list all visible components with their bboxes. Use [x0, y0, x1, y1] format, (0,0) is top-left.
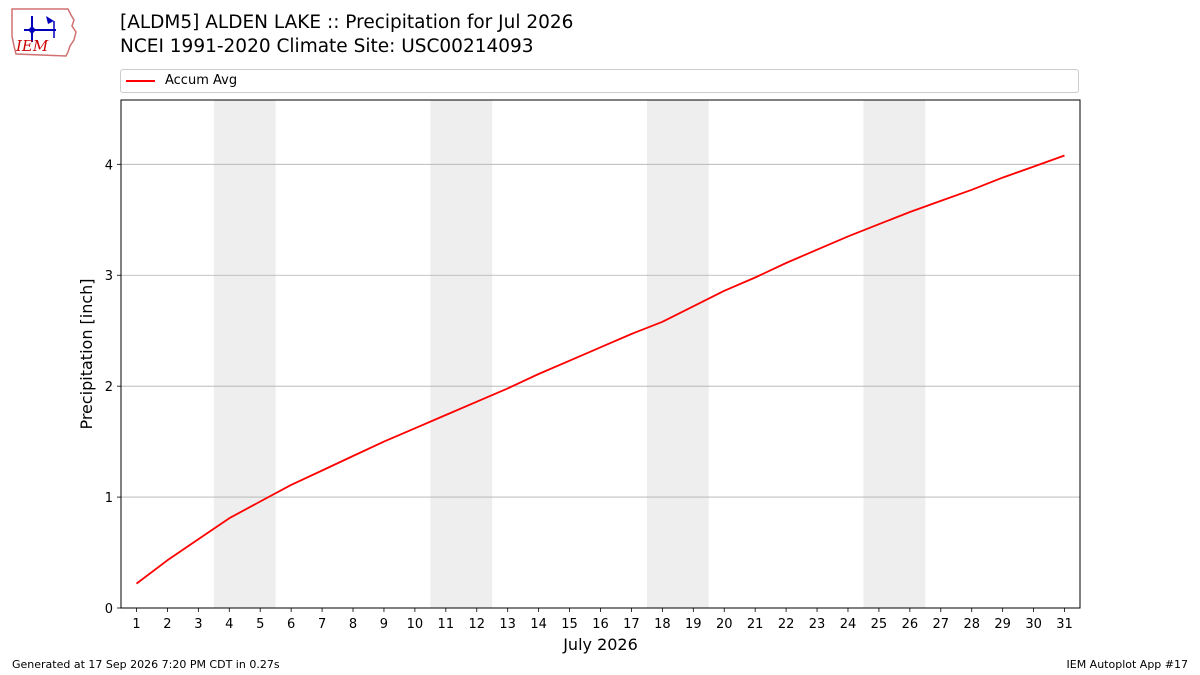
- weekend-band: [646, 100, 709, 608]
- x-tick-label: 23: [809, 617, 826, 632]
- iem-logo: IEM: [11, 8, 77, 57]
- x-tick-label: 31: [1056, 617, 1073, 632]
- x-tick-label: 29: [994, 617, 1011, 632]
- x-tick-label: 6: [287, 617, 295, 632]
- y-tick-label: 0: [105, 602, 113, 617]
- x-tick-label: 19: [685, 617, 702, 632]
- weekend-band: [430, 100, 493, 608]
- x-tick-label: 9: [380, 617, 388, 632]
- x-tick-label: 18: [654, 617, 671, 632]
- x-tick-label: 3: [194, 617, 202, 632]
- x-tick-label: 20: [716, 617, 733, 632]
- x-tick-label: 16: [592, 617, 609, 632]
- series-line: [135, 154, 1065, 585]
- x-tick-label: 11: [438, 617, 455, 632]
- x-tick-label: 30: [1025, 617, 1042, 632]
- x-tick-label: 7: [318, 617, 326, 632]
- x-tick-label: 21: [747, 617, 764, 632]
- weekend-band: [863, 100, 926, 608]
- chart-subtitle: NCEI 1991-2020 Climate Site: USC00214093: [120, 36, 534, 57]
- y-axis-label: Precipitation [inch]: [77, 278, 96, 429]
- x-tick-label: 26: [902, 617, 919, 632]
- x-tick-label: 1: [132, 617, 140, 632]
- legend: Accum Avg: [120, 69, 1079, 93]
- y-tick-label: 1: [105, 491, 113, 506]
- x-tick-label: 25: [871, 617, 888, 632]
- x-tick-label: 13: [499, 617, 516, 632]
- chart-title: [ALDM5] ALDEN LAKE :: Precipitation for …: [120, 12, 574, 33]
- x-tick-label: 5: [256, 617, 264, 632]
- y-tick-label: 3: [105, 269, 113, 284]
- legend-swatch: [126, 80, 155, 82]
- legend-label: Accum Avg: [165, 73, 238, 88]
- x-axis-label: July 2026: [562, 635, 638, 654]
- x-tick-label: 28: [963, 617, 980, 632]
- x-tick-label: 27: [933, 617, 950, 632]
- x-tick-label: 2: [163, 617, 171, 632]
- weekend-band: [213, 100, 276, 608]
- y-tick-label: 2: [105, 380, 113, 395]
- x-tick-label: 22: [778, 617, 795, 632]
- logo-text: IEM: [15, 37, 49, 55]
- x-tick-label: 12: [468, 617, 485, 632]
- x-tick-label: 10: [407, 617, 424, 632]
- x-tick-label: 14: [530, 617, 547, 632]
- x-tick-label: 17: [623, 617, 640, 632]
- y-tick-label: 4: [105, 158, 113, 173]
- footer-generated: Generated at 17 Sep 2026 7:20 PM CDT in …: [12, 658, 280, 671]
- x-tick-label: 4: [225, 617, 233, 632]
- x-tick-label: 24: [840, 617, 857, 632]
- x-tick-label: 8: [349, 617, 357, 632]
- footer-app-id: IEM Autoplot App #17: [1066, 658, 1189, 671]
- x-tick-label: 15: [561, 617, 578, 632]
